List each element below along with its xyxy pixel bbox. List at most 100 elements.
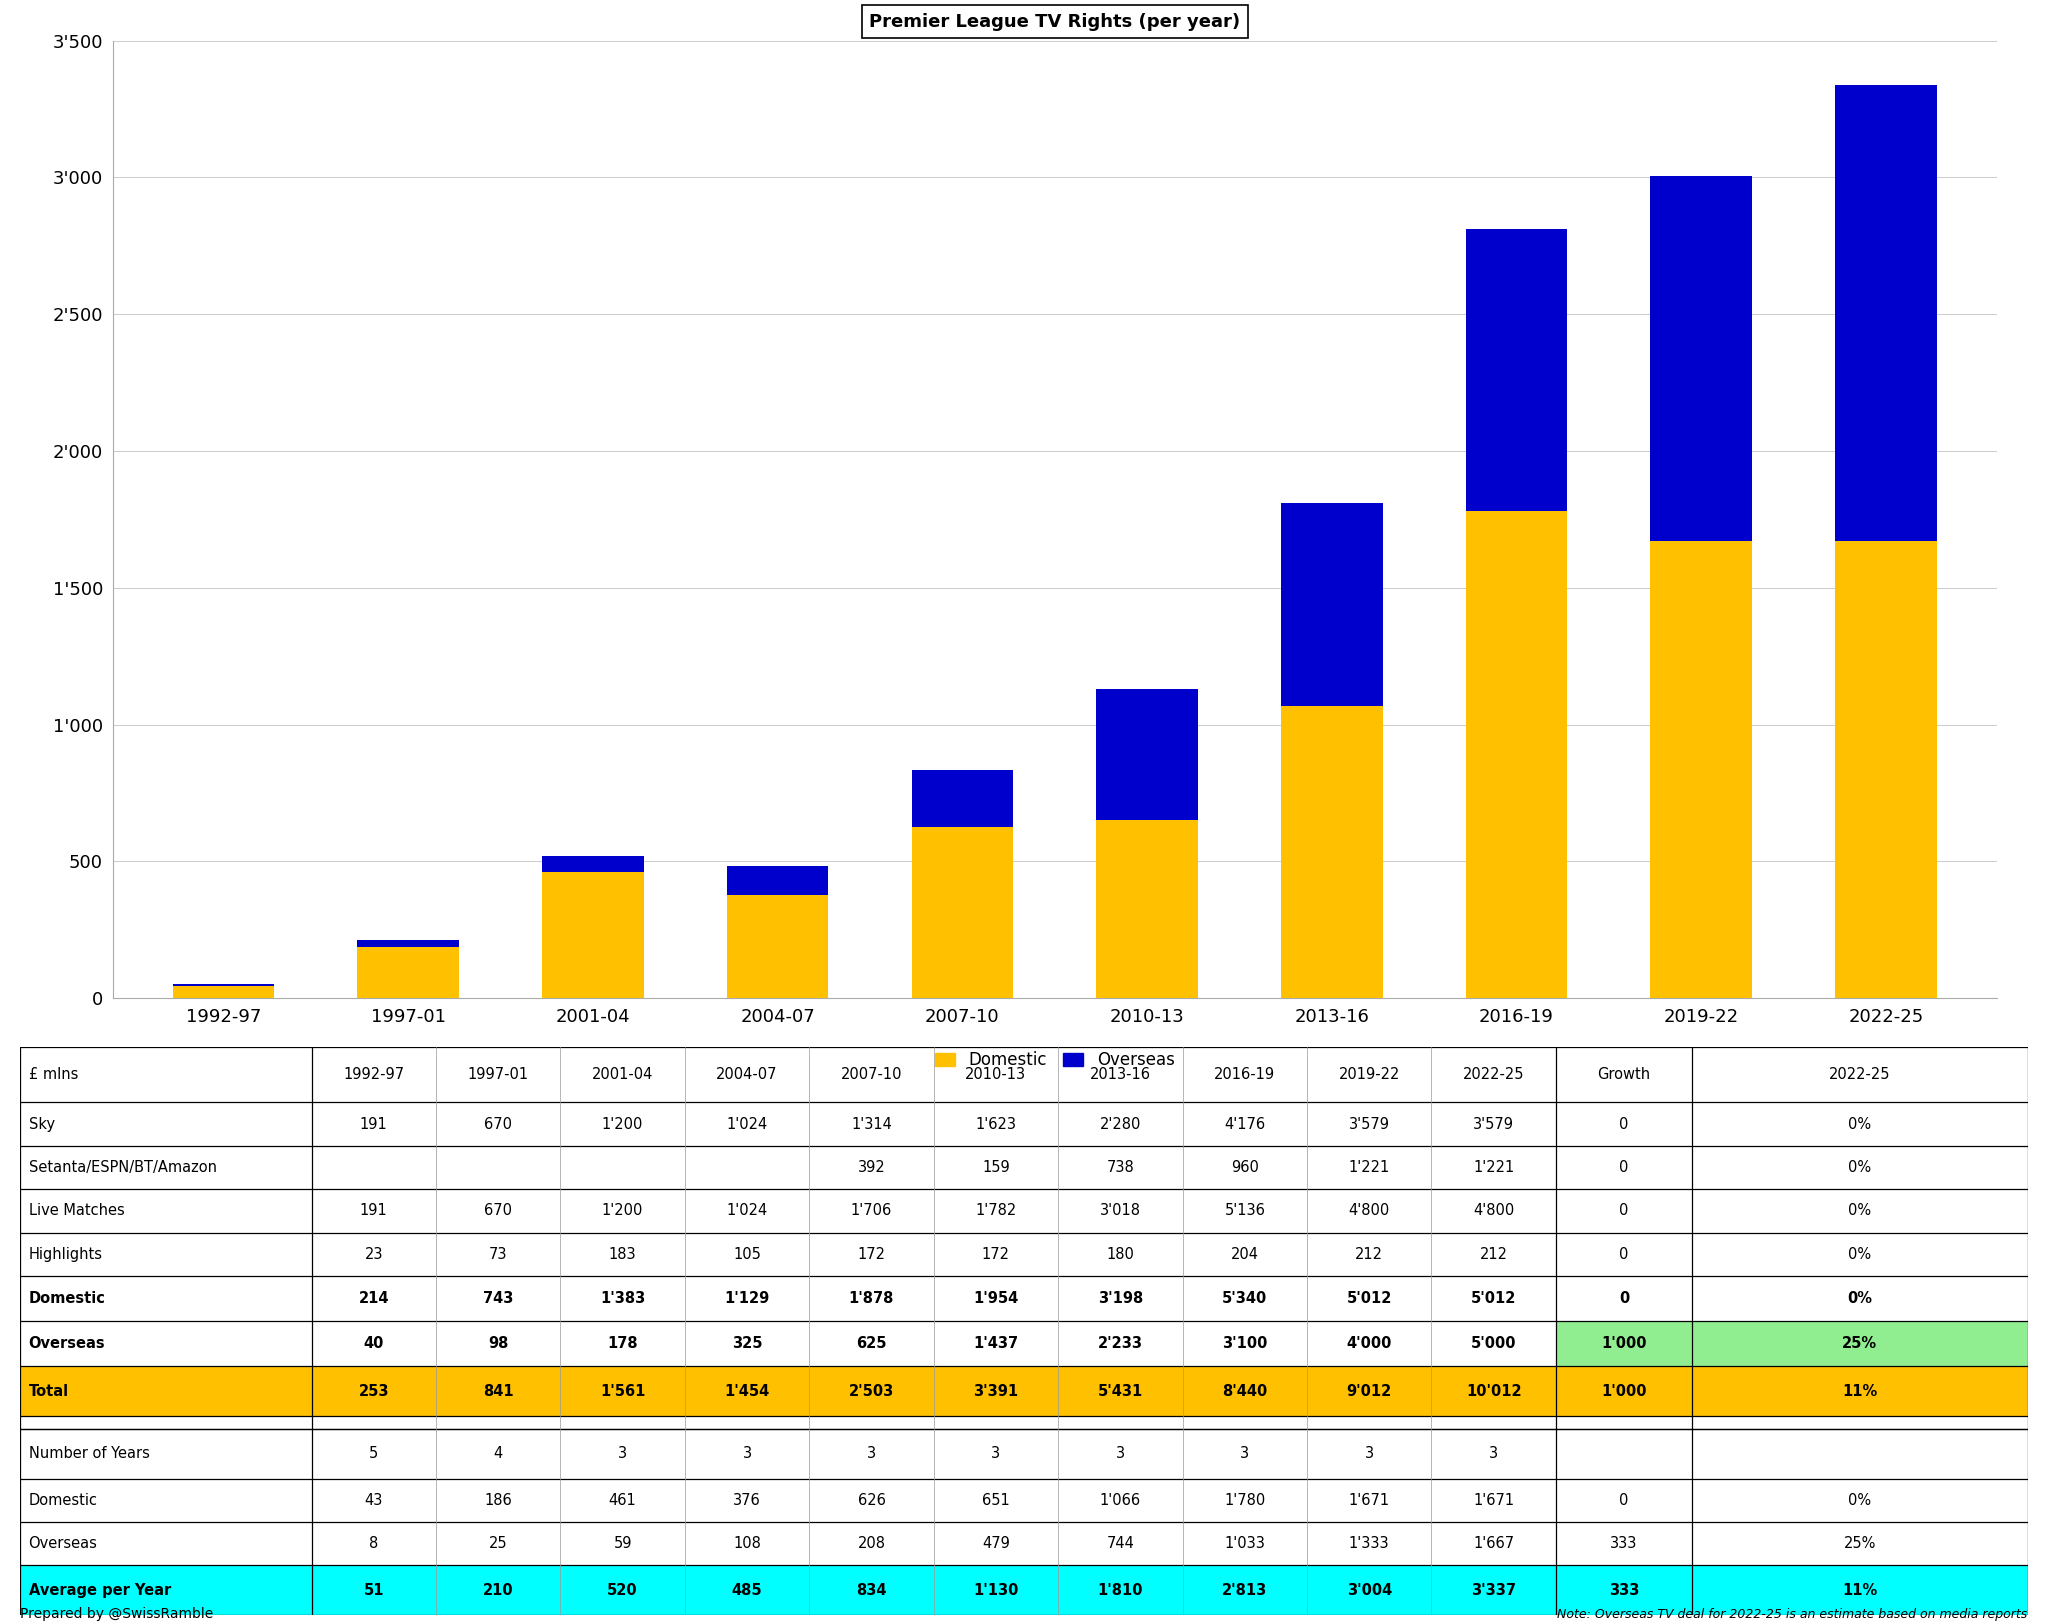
- Text: Highlights: Highlights: [29, 1246, 102, 1261]
- Text: Sky: Sky: [29, 1117, 55, 1131]
- Text: 186: 186: [483, 1493, 512, 1508]
- Text: 0: 0: [1620, 1203, 1628, 1219]
- Text: 1'000: 1'000: [1602, 1384, 1647, 1399]
- Text: 1'130: 1'130: [973, 1582, 1018, 1597]
- Text: 2001-04: 2001-04: [592, 1066, 653, 1083]
- Text: 98: 98: [487, 1336, 508, 1352]
- Text: 0: 0: [1620, 1117, 1628, 1131]
- Text: 1'561: 1'561: [600, 1384, 645, 1399]
- Text: 1'623: 1'623: [975, 1117, 1016, 1131]
- Bar: [20, 1566, 1556, 1615]
- Text: 3: 3: [1116, 1446, 1124, 1461]
- Text: 172: 172: [981, 1246, 1010, 1261]
- Text: 1'000: 1'000: [1602, 1336, 1647, 1352]
- Bar: [1096, 690, 1198, 820]
- Text: 2'503: 2'503: [848, 1384, 895, 1399]
- Bar: [1556, 1566, 2028, 1615]
- Title: Premier League TV Rights (per year): Premier League TV Rights (per year): [868, 13, 1241, 31]
- Text: 11%: 11%: [1843, 1384, 1878, 1399]
- Text: 1'954: 1'954: [973, 1292, 1018, 1307]
- Text: 212: 212: [1356, 1246, 1382, 1261]
- Bar: [1835, 540, 1937, 998]
- Text: 1'782: 1'782: [975, 1203, 1016, 1219]
- Text: 0%: 0%: [1849, 1117, 1872, 1131]
- Text: 1'221: 1'221: [1473, 1160, 1513, 1175]
- Text: 2'813: 2'813: [1223, 1582, 1268, 1597]
- Text: 1'667: 1'667: [1473, 1537, 1513, 1552]
- Text: 392: 392: [858, 1160, 885, 1175]
- Bar: [1556, 1321, 2028, 1367]
- Text: 25%: 25%: [1843, 1336, 1878, 1352]
- Text: 0%: 0%: [1847, 1292, 1872, 1307]
- Bar: [1835, 84, 1937, 540]
- Bar: [1280, 503, 1382, 706]
- Bar: [172, 987, 274, 998]
- Text: 1'878: 1'878: [848, 1292, 895, 1307]
- Bar: [358, 948, 459, 998]
- Text: 0%: 0%: [1849, 1160, 1872, 1175]
- Text: 1'333: 1'333: [1350, 1537, 1389, 1552]
- Text: Note: Overseas TV deal for 2022-25 is an estimate based on media reports: Note: Overseas TV deal for 2022-25 is an…: [1556, 1608, 2028, 1621]
- Bar: [1466, 229, 1567, 511]
- Text: 2016-19: 2016-19: [1214, 1066, 1276, 1083]
- Text: Domestic: Domestic: [29, 1292, 104, 1307]
- Text: Prepared by @SwissRamble: Prepared by @SwissRamble: [20, 1607, 213, 1621]
- Text: 1'024: 1'024: [727, 1203, 768, 1219]
- Text: 9'012: 9'012: [1348, 1384, 1393, 1399]
- Text: 3: 3: [1364, 1446, 1374, 1461]
- Text: 5'136: 5'136: [1225, 1203, 1266, 1219]
- Text: 5'431: 5'431: [1098, 1384, 1143, 1399]
- Text: 520: 520: [608, 1582, 637, 1597]
- Text: 108: 108: [733, 1537, 762, 1552]
- Text: 0%: 0%: [1849, 1203, 1872, 1219]
- Text: 2022-25: 2022-25: [1829, 1066, 1890, 1083]
- Text: 1'671: 1'671: [1473, 1493, 1513, 1508]
- Bar: [727, 896, 829, 998]
- Text: 191: 191: [360, 1203, 387, 1219]
- Text: 191: 191: [360, 1117, 387, 1131]
- Bar: [911, 826, 1014, 998]
- Text: 1'200: 1'200: [602, 1117, 643, 1131]
- Bar: [1096, 820, 1198, 998]
- Text: 333: 333: [1610, 1537, 1638, 1552]
- Text: 208: 208: [858, 1537, 885, 1552]
- Text: 2'280: 2'280: [1100, 1117, 1141, 1131]
- Bar: [543, 872, 643, 998]
- Text: 841: 841: [483, 1384, 514, 1399]
- Text: 743: 743: [483, 1292, 514, 1307]
- Text: 1'129: 1'129: [725, 1292, 770, 1307]
- Text: 1'221: 1'221: [1348, 1160, 1391, 1175]
- Text: 3: 3: [743, 1446, 752, 1461]
- Text: 1992-97: 1992-97: [344, 1066, 403, 1083]
- Text: 485: 485: [731, 1582, 762, 1597]
- Text: 3'579: 3'579: [1473, 1117, 1513, 1131]
- Text: Overseas: Overseas: [29, 1537, 98, 1552]
- Text: 3: 3: [1241, 1446, 1249, 1461]
- Text: 651: 651: [983, 1493, 1010, 1508]
- Text: 738: 738: [1106, 1160, 1135, 1175]
- Text: 204: 204: [1231, 1246, 1260, 1261]
- Text: 210: 210: [483, 1582, 514, 1597]
- Text: 1'810: 1'810: [1098, 1582, 1143, 1597]
- Text: 8: 8: [369, 1537, 379, 1552]
- Text: 178: 178: [608, 1336, 637, 1352]
- Text: 376: 376: [733, 1493, 762, 1508]
- Bar: [358, 940, 459, 948]
- Bar: [1556, 1566, 2028, 1615]
- Text: 25: 25: [489, 1537, 508, 1552]
- Bar: [172, 984, 274, 987]
- Text: Domestic: Domestic: [29, 1493, 98, 1508]
- Text: 1'033: 1'033: [1225, 1537, 1266, 1552]
- Text: 4'000: 4'000: [1346, 1336, 1393, 1352]
- Text: 51: 51: [362, 1582, 383, 1597]
- Bar: [543, 855, 643, 872]
- Text: 626: 626: [858, 1493, 885, 1508]
- Text: Average per Year: Average per Year: [29, 1582, 170, 1597]
- Text: £ mlns: £ mlns: [29, 1066, 78, 1083]
- Text: 744: 744: [1106, 1537, 1135, 1552]
- Text: 3'198: 3'198: [1098, 1292, 1143, 1307]
- Text: 0: 0: [1620, 1160, 1628, 1175]
- Text: 2007-10: 2007-10: [842, 1066, 903, 1083]
- Text: 1'454: 1'454: [725, 1384, 770, 1399]
- Text: 43: 43: [365, 1493, 383, 1508]
